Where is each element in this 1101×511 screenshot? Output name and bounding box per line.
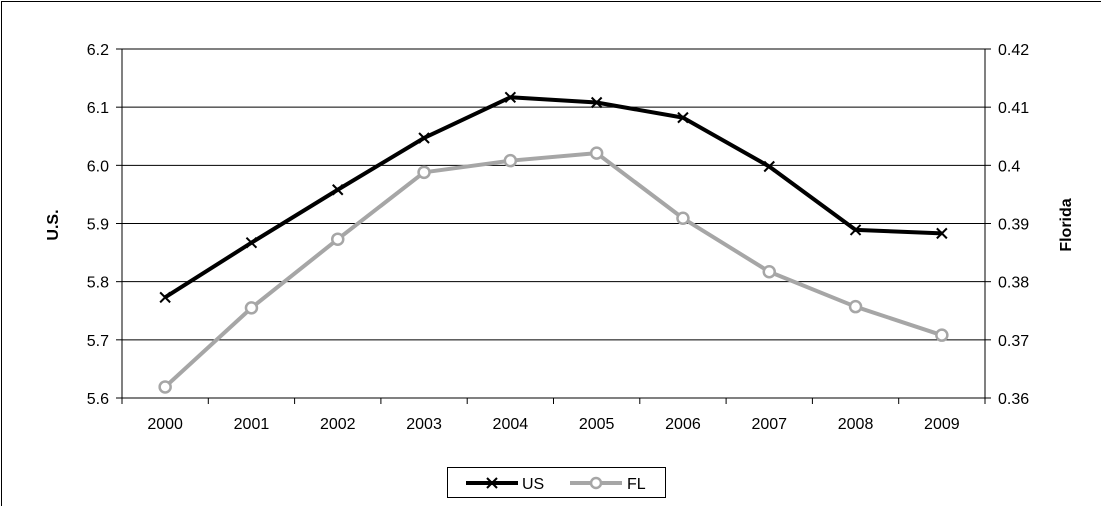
left-axis-title: U.S. bbox=[45, 209, 62, 240]
x-axis-tick-label: 2007 bbox=[751, 416, 787, 433]
series-line-us bbox=[165, 97, 942, 297]
data-point-fl bbox=[936, 330, 947, 341]
x-axis-tick-label: 2006 bbox=[665, 416, 701, 433]
legend-fl-label: FL bbox=[627, 476, 646, 493]
data-point-fl bbox=[677, 213, 688, 224]
left-axis-tick-label: 5.6 bbox=[87, 391, 109, 408]
left-axis-tick-label: 5.7 bbox=[87, 333, 109, 350]
right-axis-tick-label: 0.36 bbox=[998, 391, 1029, 408]
right-axis-title: Florida bbox=[1058, 198, 1075, 251]
right-axis-tick-label: 0.39 bbox=[998, 217, 1029, 234]
x-axis-tick-label: 2004 bbox=[493, 416, 529, 433]
series-lines bbox=[165, 97, 942, 387]
x-axis-tick-label: 2000 bbox=[147, 416, 183, 433]
data-point-fl bbox=[160, 381, 171, 392]
x-axis-tick-label: 2001 bbox=[234, 416, 270, 433]
left-axis-tick-label: 6.2 bbox=[87, 42, 109, 59]
data-point-fl bbox=[419, 167, 430, 178]
right-axis-tick-label: 0.41 bbox=[998, 100, 1029, 117]
data-point-fl bbox=[505, 155, 516, 166]
data-point-fl bbox=[332, 234, 343, 245]
axis-labels: U.S. Florida bbox=[45, 198, 1075, 251]
left-axis-tick-label: 6.0 bbox=[87, 158, 109, 175]
x-axis-tick-label: 2009 bbox=[924, 416, 960, 433]
data-point-fl bbox=[591, 148, 602, 159]
x-axis-tick-label: 2008 bbox=[838, 416, 874, 433]
legend-fl-marker-icon bbox=[591, 478, 601, 488]
series-line-fl bbox=[165, 153, 942, 387]
data-point-fl bbox=[246, 302, 257, 313]
right-axis-tick-label: 0.38 bbox=[998, 275, 1029, 292]
data-point-fl bbox=[764, 266, 775, 277]
left-axis-tick-label: 6.1 bbox=[87, 100, 109, 117]
left-axis-tick-label: 5.9 bbox=[87, 217, 109, 234]
right-axis-tick-label: 0.37 bbox=[998, 333, 1029, 350]
x-axis-tick-label: 2003 bbox=[406, 416, 442, 433]
legend-us-label: US bbox=[522, 476, 544, 493]
right-axis-tick-label: 0.42 bbox=[998, 42, 1029, 59]
x-axis-tick-label: 2002 bbox=[320, 416, 356, 433]
right-axis-tick-label: 0.4 bbox=[998, 158, 1020, 175]
x-axis-tick-label: 2005 bbox=[579, 416, 615, 433]
data-point-fl bbox=[850, 301, 861, 312]
legend: US FL bbox=[448, 468, 666, 498]
left-axis-tick-label: 5.8 bbox=[87, 275, 109, 292]
series-markers bbox=[160, 92, 948, 392]
